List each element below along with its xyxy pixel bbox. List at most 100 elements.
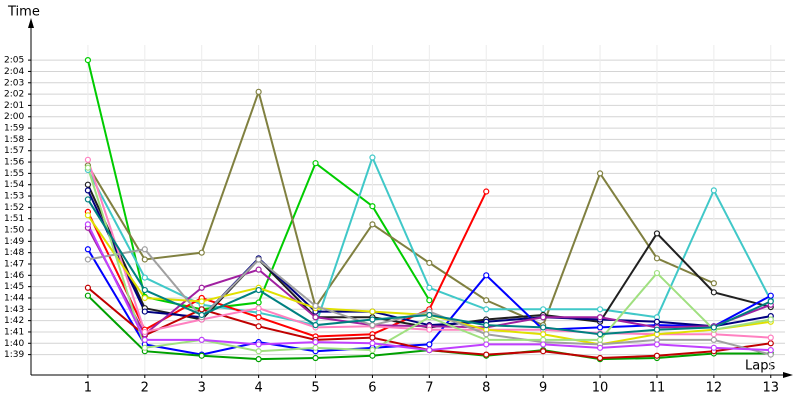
point bbox=[710, 289, 717, 296]
point bbox=[540, 331, 547, 338]
x-tick-label: 12 bbox=[706, 381, 723, 396]
point bbox=[255, 314, 262, 321]
point bbox=[84, 196, 92, 203]
point bbox=[312, 314, 319, 321]
y-tick-label: 1:56 bbox=[4, 158, 24, 168]
point bbox=[84, 57, 92, 64]
point bbox=[141, 294, 148, 302]
point bbox=[255, 88, 262, 95]
point bbox=[84, 246, 92, 253]
point bbox=[596, 314, 604, 321]
point bbox=[426, 326, 433, 333]
point bbox=[426, 297, 433, 304]
point bbox=[141, 308, 148, 315]
point bbox=[369, 154, 376, 161]
y-tick-label: 1:43 bbox=[4, 305, 24, 315]
point bbox=[596, 331, 604, 338]
y-tick-label: 1:55 bbox=[4, 169, 24, 179]
point bbox=[84, 284, 92, 291]
point bbox=[710, 187, 717, 194]
point bbox=[369, 203, 376, 210]
point bbox=[369, 322, 376, 329]
x-tick-label: 9 bbox=[539, 381, 547, 396]
x-axis-title: Laps bbox=[745, 359, 775, 374]
point bbox=[369, 316, 376, 323]
y-tick-label: 1:41 bbox=[4, 327, 24, 337]
point bbox=[483, 351, 490, 358]
point bbox=[84, 187, 92, 194]
point bbox=[255, 356, 262, 363]
point bbox=[141, 246, 148, 253]
x-tick-label: 8 bbox=[482, 381, 490, 396]
point bbox=[141, 286, 148, 294]
point bbox=[255, 256, 262, 263]
point bbox=[596, 324, 604, 331]
x-tick-label: 7 bbox=[425, 381, 433, 396]
series-line bbox=[87, 88, 715, 327]
point bbox=[483, 272, 490, 279]
y-tick-label: 1:45 bbox=[4, 282, 24, 292]
y-tick-label: 1:59 bbox=[4, 124, 24, 134]
point bbox=[84, 256, 92, 263]
point bbox=[426, 346, 433, 354]
point bbox=[255, 266, 262, 273]
point bbox=[596, 336, 604, 343]
y-tick-label: 2:04 bbox=[4, 67, 24, 77]
plot bbox=[84, 57, 774, 363]
point bbox=[84, 181, 92, 188]
x-tick-label: 13 bbox=[763, 381, 780, 396]
point bbox=[426, 284, 433, 291]
y-tick-label: 2:02 bbox=[4, 90, 24, 100]
point bbox=[767, 298, 774, 305]
point bbox=[540, 324, 547, 331]
point bbox=[255, 299, 262, 306]
point bbox=[483, 306, 490, 313]
y-tick-label: 1:46 bbox=[4, 271, 24, 281]
point bbox=[653, 341, 661, 348]
point bbox=[84, 164, 92, 171]
y-tick-label: 2:03 bbox=[4, 78, 24, 88]
point bbox=[312, 322, 319, 329]
point bbox=[426, 259, 433, 266]
point bbox=[369, 334, 376, 341]
x-tick-label: 11 bbox=[649, 381, 666, 396]
point bbox=[198, 306, 205, 313]
y-tick-label: 1:54 bbox=[4, 180, 24, 190]
point bbox=[255, 348, 262, 355]
point bbox=[312, 302, 319, 310]
point bbox=[710, 344, 717, 351]
x-tick-label: 3 bbox=[198, 381, 206, 396]
point bbox=[141, 336, 148, 343]
y-tick-label: 1:40 bbox=[4, 339, 24, 349]
point bbox=[312, 354, 319, 362]
point bbox=[710, 336, 717, 343]
point bbox=[255, 323, 262, 330]
y-tick-label: 1:47 bbox=[4, 259, 24, 269]
point bbox=[198, 249, 205, 256]
point bbox=[596, 170, 604, 177]
point bbox=[596, 306, 604, 313]
y-tick-label: 1:52 bbox=[4, 203, 24, 213]
point bbox=[369, 340, 376, 347]
point bbox=[483, 322, 490, 329]
x-tick-label: 6 bbox=[368, 381, 376, 396]
point bbox=[653, 352, 661, 359]
point bbox=[767, 346, 774, 354]
point bbox=[84, 156, 92, 163]
point bbox=[426, 311, 433, 319]
point bbox=[596, 354, 604, 362]
point bbox=[767, 292, 774, 299]
point bbox=[255, 305, 262, 312]
point bbox=[198, 298, 205, 305]
point bbox=[141, 328, 148, 336]
y-tick-label: 2:05 bbox=[4, 56, 24, 66]
x-tick-label: 1 bbox=[84, 381, 92, 396]
point bbox=[141, 274, 148, 281]
point bbox=[767, 334, 774, 341]
point bbox=[540, 314, 547, 321]
y-tick-label: 1:57 bbox=[4, 146, 24, 156]
point bbox=[312, 344, 319, 351]
point bbox=[84, 221, 92, 228]
point bbox=[198, 284, 205, 291]
y-axis-title: Time bbox=[7, 5, 40, 20]
